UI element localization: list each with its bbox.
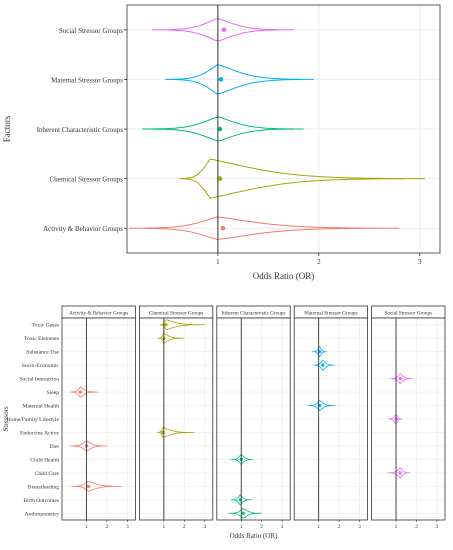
facet-border [216,317,291,521]
top-mean-point-2 [217,126,223,132]
facet-strip-label: Social Stressor Groups [385,311,433,317]
bottom-category-label: Maternal Health [23,404,60,410]
facet-violin-4 [389,373,413,385]
facet-mean-point-12 [86,484,91,488]
facet-mean-point-4 [398,377,402,381]
top-category-label: Inherent Characteristic Groups [37,126,124,134]
facet-strip-label: Maternal Stressor Groups [304,311,357,317]
bottom-category-label: Home/Family Lifestyle [7,416,60,423]
facet-strip-label: Chemical Stressor Groups [149,311,203,317]
bottom-category-label: Child Care [35,471,60,477]
facet-xtick-label: 1 [162,524,165,530]
top-xtick-label: 1 [216,258,220,266]
facet-violin-11 [387,467,411,479]
facet-violin-2 [312,345,327,358]
bottom-category-label: Breastfeeding [28,483,59,490]
bottom-category-label: Social Interaction [19,377,59,383]
top-plot-border [126,4,441,254]
facet-violin-5 [69,386,99,398]
bottom-x-axis-title: Odds Ratio (OR) [230,532,279,540]
facet-border [138,317,214,521]
top-mean-point-1 [218,77,224,82]
facet-border [293,317,369,521]
facet-xtick-label: 2 [183,524,186,530]
facet-xtick-label: 1 [395,524,398,530]
facet-border [61,317,136,521]
facet-border [371,317,446,521]
bottom-category-label: Birth Outcomes [23,498,59,504]
facet-strip-label: Activity & Behavior Groups [69,311,128,317]
facet-xtick-label: 2 [415,524,418,530]
top-category-label: Chemical Stressor Groups [50,176,124,184]
facet-strip-label: Inherent Characteristic Groups [222,311,286,317]
facet-violin-1 [157,333,185,344]
facet-violin-7 [387,413,403,425]
top-mean-point-3 [217,176,223,181]
facet-violin-8 [157,427,195,438]
bottom-category-label: Anthropometry [25,511,60,517]
facet-mean-point-14 [241,511,245,515]
facet-xtick-label: 3 [126,524,129,530]
bottom-category-label: Substance Use [26,350,59,356]
top-violin-0 [152,18,294,42]
bottom-category-label: Toxic Gases [32,323,59,329]
facet-mean-point-0 [164,323,168,327]
facet-violin-13 [231,494,252,506]
top-y-axis-title: Factors [2,115,12,142]
facet-violin-0 [159,319,205,331]
facet-violin-14 [228,507,262,519]
bottom-category-label: Toxic Elements [24,336,59,342]
bottom-category-label: Diet [49,444,59,450]
facet-xtick-label: 2 [106,524,109,530]
top-category-label: Social Stressor Groups [59,27,123,35]
top-category-label: Maternal Stressor Groups [51,76,123,84]
top-xtick-label: 3 [418,258,422,266]
top-violin-3 [179,158,425,199]
top-xtick-label: 2 [317,258,321,266]
bottom-category-label: Child Health [30,457,59,463]
bottom-category-label: Socio-Economic [22,363,60,369]
top-category-label: Activity & Behavior Groups [43,225,123,233]
bottom-category-label: Sleep [47,390,60,396]
top-mean-point-0 [221,27,227,33]
top-violin-4 [129,216,400,240]
facet-mean-point-3 [321,363,325,367]
bottom-category-label: Endocrine Active [20,430,60,436]
facet-xtick-label: 3 [358,524,361,530]
facet-mean-point-5 [78,390,82,394]
top-x-axis-title: Odds Ratio (OR) [253,271,315,281]
facet-mean-point-11 [398,471,402,475]
facet-violin-3 [312,359,335,371]
facet-xtick-label: 3 [203,524,206,530]
facet-violin-6 [307,399,335,412]
facet-xtick-label: 1 [240,524,243,530]
facet-xtick-label: 1 [85,524,88,530]
facet-xtick-label: 3 [436,524,439,530]
facet-xtick-label: 3 [281,524,284,530]
facet-violin-10 [231,453,254,465]
facet-violin-9 [69,440,107,452]
facet-xtick-label: 2 [338,524,341,530]
top-mean-point-4 [220,225,226,231]
top-violin-2 [142,116,304,142]
facet-violin-12 [71,481,122,492]
bottom-y-axis-title: Stressors [2,406,10,432]
facet-xtick-label: 1 [317,524,320,530]
facet-xtick-label: 2 [260,524,263,530]
top-violin-1 [165,64,314,95]
